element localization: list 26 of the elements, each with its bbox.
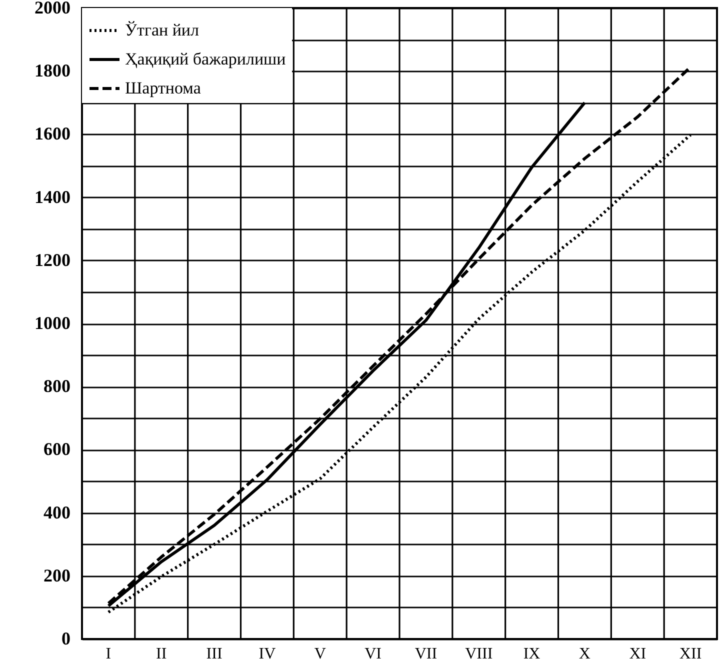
x-tick-label: IX [523,646,541,662]
legend-label: Ўтган йил [125,20,200,40]
y-tick-label: 200 [44,565,70,586]
x-tick-label: XII [679,646,702,662]
x-tick-label: I [106,646,112,662]
legend-label: Ҳақиқий бажарилиши [125,50,286,68]
y-tick-label: 2000 [34,0,70,18]
x-tick-label: X [578,646,591,662]
y-tick-label: 600 [44,439,70,460]
x-tick-label: VI [364,646,382,662]
y-tick-label: 0 [62,628,70,648]
y-tick-label: 1600 [34,124,70,144]
x-tick-label: VIII [465,646,493,662]
y-tick-label: 1200 [34,250,70,270]
x-tick-label: V [314,646,326,662]
x-tick-label: II [156,646,167,662]
y-tick-label: 1400 [34,186,70,207]
legend-label: Шартнома [125,78,202,98]
y-tick-label: 1800 [34,60,70,81]
y-tick-label: 1000 [34,313,70,333]
x-tick-label: III [206,646,222,662]
x-tick-label: VII [414,646,438,662]
y-tick-label: 400 [44,502,70,522]
x-tick-label: IV [258,646,276,662]
y-tick-label: 800 [44,376,70,396]
x-tick-label: XI [629,646,646,662]
